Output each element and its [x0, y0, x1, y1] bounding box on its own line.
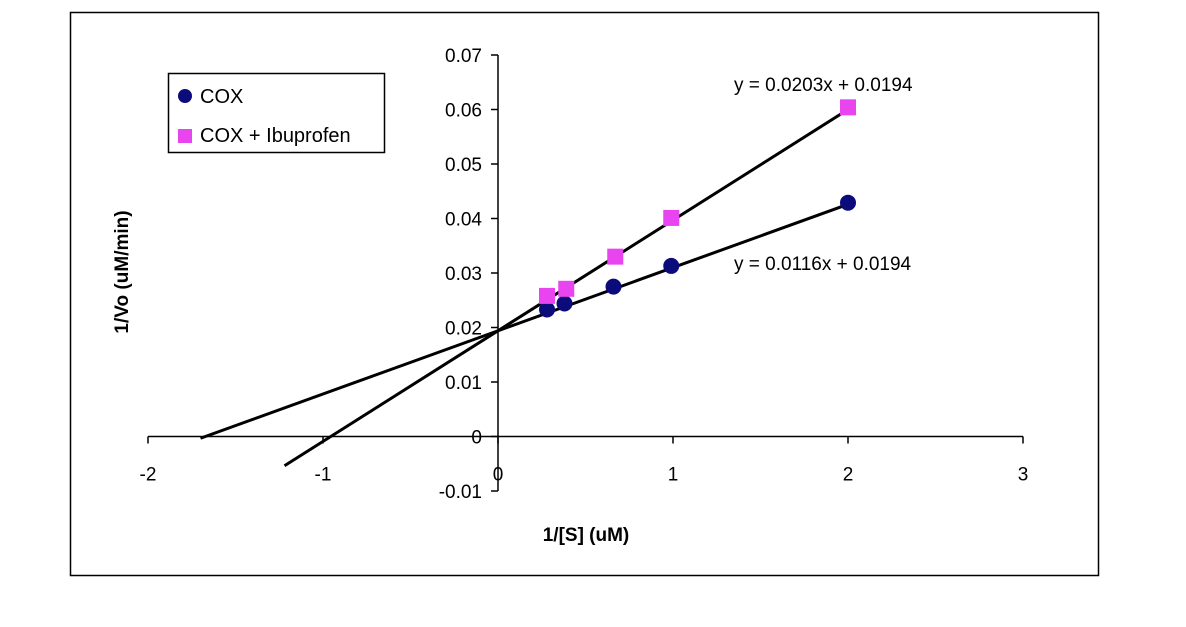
data-point-cox: [556, 295, 573, 312]
data-point-ibuprofen: [663, 209, 680, 226]
axes: -2 -1 0 1 2 3 -0.01 0 0.01 0.02 0.03 0.04 0.05 0.06 0.…: [140, 46, 1029, 503]
legend-box: [167, 72, 386, 154]
y-tick-label: 0: [471, 428, 482, 449]
x-tick-label: 1: [668, 465, 679, 486]
y-axis-label: 1/Vo (uM/min): [112, 210, 133, 333]
equation-ibuprofen: y = 0.0203x + 0.0194: [734, 75, 913, 96]
y-tick-label: 0.05: [445, 155, 482, 176]
y-tick-label: 0.02: [445, 319, 482, 340]
x-tick-label: -2: [140, 465, 157, 486]
x-axis-label: 1/[S] (uM): [543, 525, 630, 546]
data-point-ibuprofen: [558, 280, 575, 297]
data-point-ibuprofen: [539, 287, 555, 304]
data-point-cox: [605, 278, 622, 295]
x-tick-label: -1: [315, 465, 332, 486]
data-point-cox: [539, 301, 555, 318]
legend-label-cox: COX: [200, 86, 243, 108]
legend-label-ibuprofen: COX + Ibuprofen: [200, 125, 351, 147]
y-tick-label: 0.06: [445, 101, 482, 122]
legend: COX COX + Ibuprofen: [167, 72, 386, 154]
data-point-ibuprofen: [607, 248, 624, 265]
x-tick-label: 2: [843, 465, 854, 486]
legend-marker-ibuprofen: [178, 129, 192, 143]
y-tick-label: 0.03: [445, 264, 482, 285]
trendline-cox: [199, 202, 849, 440]
data-point-ibuprofen: [840, 99, 856, 116]
data-points: [539, 99, 856, 318]
legend-marker-cox: [178, 89, 192, 103]
data-point-cox: [840, 194, 856, 211]
equation-cox: y = 0.0116x + 0.0194: [734, 254, 912, 275]
y-tick-label: 0.04: [445, 210, 482, 231]
x-tick-label: 3: [1018, 465, 1029, 486]
y-tick-label: -0.01: [439, 482, 482, 503]
x-tick-label: 0: [493, 465, 504, 486]
y-tick-label: 0.01: [445, 373, 482, 394]
data-point-cox: [663, 257, 680, 274]
y-tick-label: 0.07: [445, 46, 482, 67]
